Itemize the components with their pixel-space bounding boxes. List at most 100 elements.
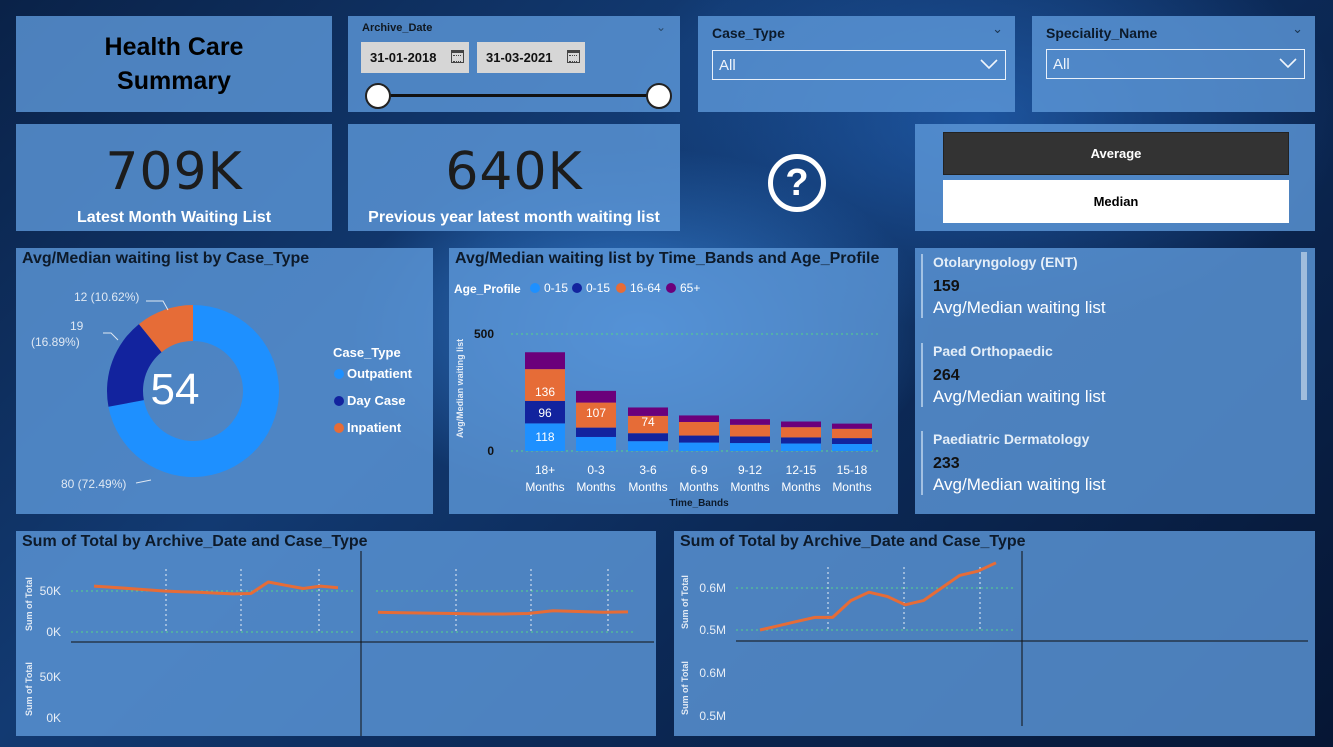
start-date-input[interactable]: 31-01-2018 [361,42,469,73]
end-date-value: 31-03-2021 [486,50,553,65]
median-button[interactable]: Median [943,180,1289,223]
bar-segment[interactable] [730,424,770,437]
bar-data-label: 136 [535,385,555,399]
bar-segment[interactable] [832,443,872,451]
bar-segment[interactable] [525,423,565,451]
bar-segment[interactable] [628,441,668,451]
donut-legend-title: Case_Type [333,345,401,360]
y-axis-label: Avg/Median waiting list [455,339,465,438]
chevron-down-icon[interactable]: ⌄ [1292,22,1303,37]
bar-chart-title: Avg/Median waiting list by Time_Bands an… [455,250,880,267]
average-button[interactable]: Average [943,132,1289,175]
x-tick-label: Months [832,480,871,494]
x-tick-label: Months [781,480,820,494]
bar-segment[interactable] [730,419,770,425]
line-series-path [377,609,629,616]
legend-item[interactable]: 0-15 [544,281,568,295]
bar-segment[interactable] [628,415,668,434]
line-chart-right-panel: Sum of Total by Archive_Date and Case_Ty… [674,531,1315,736]
donut-label-daycase-pct: (16.89%) [31,335,80,349]
y-tick-label: 0K [46,625,61,639]
x-tick-label: Months [679,480,718,494]
donut-slice-outpatient[interactable] [108,305,279,478]
bar-segment[interactable] [832,423,872,429]
legend-item[interactable]: 16-64 [630,281,661,295]
line-series-path [759,561,997,632]
donut-label-outpatient: 80 (72.49%) [61,477,126,491]
speciality-name: Paed Orthopaedic [933,343,1053,359]
legend-item[interactable]: Inpatient [347,420,402,435]
date-slider-end-handle[interactable] [646,83,672,109]
y-tick-label: 0 [487,444,494,458]
bar-segment[interactable] [628,407,668,416]
speciality-measure-label: Avg/Median waiting list [933,387,1106,406]
x-axis-label: Time_Bands [669,498,729,509]
end-date-input[interactable]: 31-03-2021 [477,42,585,73]
legend-item[interactable]: Outpatient [347,366,413,381]
donut-slice-day-case[interactable] [107,324,162,407]
date-slider-start-handle[interactable] [365,83,391,109]
bar-segment[interactable] [679,415,719,422]
speciality-dropdown[interactable]: All [1046,49,1305,79]
legend-marker [572,283,582,293]
bar-segment[interactable] [781,427,821,438]
speciality-value: 264 [933,367,960,384]
y-tick-label: 0.5M [699,623,726,637]
bar-segment[interactable] [525,369,565,401]
bar-segment[interactable] [781,437,821,444]
date-slider-track[interactable] [378,94,660,97]
donut-chart: 54 80 (72.49%) 19 (16.89%) 12 (10.62%) C… [31,290,413,491]
y-tick-label: 0.6M [699,666,726,680]
legend-item[interactable]: 65+ [680,281,700,295]
chevron-down-icon[interactable]: ⌄ [656,20,667,34]
bar-segment[interactable] [781,421,821,428]
bar-segment[interactable] [576,427,616,437]
bar-segment[interactable] [832,428,872,439]
bar-segment[interactable] [525,400,565,424]
bar-segment[interactable] [525,352,565,370]
bar-chart: Age_Profile 0-15 0-15 16-64 65+ 500 0 Avg/M… [454,281,881,509]
x-tick-label: 6-9 [690,463,708,477]
bar-segment[interactable] [679,421,719,436]
chevron-down-icon[interactable] [1278,53,1298,73]
bar-segment[interactable] [832,438,872,444]
title-card: Health Care Summary [16,16,332,112]
calendar-icon[interactable] [451,50,464,63]
leader-line [103,332,119,341]
legend-item[interactable]: Day Case [347,393,406,408]
bar-data-label: 118 [535,430,554,444]
case-type-dropdown[interactable]: All [712,50,1006,80]
speciality-slicer-title: Speciality_Name [1046,25,1158,41]
speciality-card-list: Otolaryngology (ENT) 159 Avg/Median wait… [915,248,1315,514]
bar-segment[interactable] [576,436,616,451]
calendar-icon[interactable] [567,50,580,63]
y-tick-label: 500 [474,327,494,341]
x-tick-label: 0-3 [587,463,605,477]
line-chart-left-panel: Sum of Total by Archive_Date and Case_Ty… [16,531,656,736]
bar-segment[interactable] [576,390,616,403]
x-tick-label: 18+ [535,463,555,477]
chevron-down-icon[interactable]: ⌄ [992,22,1003,37]
speciality-value: 233 [933,455,960,472]
chevron-down-icon[interactable] [979,54,999,74]
legend-item[interactable]: 0-15 [586,281,610,295]
start-date-value: 31-01-2018 [370,50,437,65]
donut-chart-title: Avg/Median waiting list by Case_Type [22,250,310,267]
bar-segment[interactable] [781,443,821,451]
bar-segment[interactable] [679,442,719,451]
bar-segment[interactable] [730,436,770,444]
bar-segment[interactable] [628,433,668,442]
bar-segment[interactable] [679,435,719,443]
scrollbar[interactable] [1301,252,1307,400]
donut-slice-inpatient[interactable] [138,305,193,353]
measure-toggle: Average Median [915,124,1315,231]
line-chart-left-title: Sum of Total by Archive_Date and Case_Ty… [22,533,368,550]
line-chart-right: 0.6M 0.5M 0.6M 0.5M Sum of Total Sum of … [680,551,1308,726]
kpi-latest-month: 709K Latest Month Waiting List [16,124,332,231]
question-circle-icon[interactable]: ? [768,154,826,212]
y-axis-label: Sum of Total [24,662,34,716]
bar-segment[interactable] [730,443,770,451]
bar-segment[interactable] [576,402,616,428]
legend-marker [530,283,540,293]
bar-data-label: 96 [538,406,552,420]
